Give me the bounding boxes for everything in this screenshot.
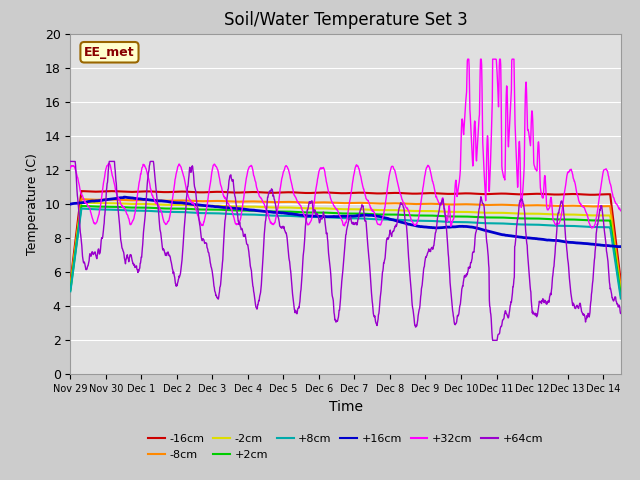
Text: EE_met: EE_met	[84, 46, 135, 59]
Y-axis label: Temperature (C): Temperature (C)	[26, 153, 39, 255]
Legend: -16cm, -8cm, -2cm, +2cm, +8cm, +16cm, +32cm, +64cm: -16cm, -8cm, -2cm, +2cm, +8cm, +16cm, +3…	[144, 430, 547, 464]
Title: Soil/Water Temperature Set 3: Soil/Water Temperature Set 3	[224, 11, 467, 29]
X-axis label: Time: Time	[328, 400, 363, 414]
